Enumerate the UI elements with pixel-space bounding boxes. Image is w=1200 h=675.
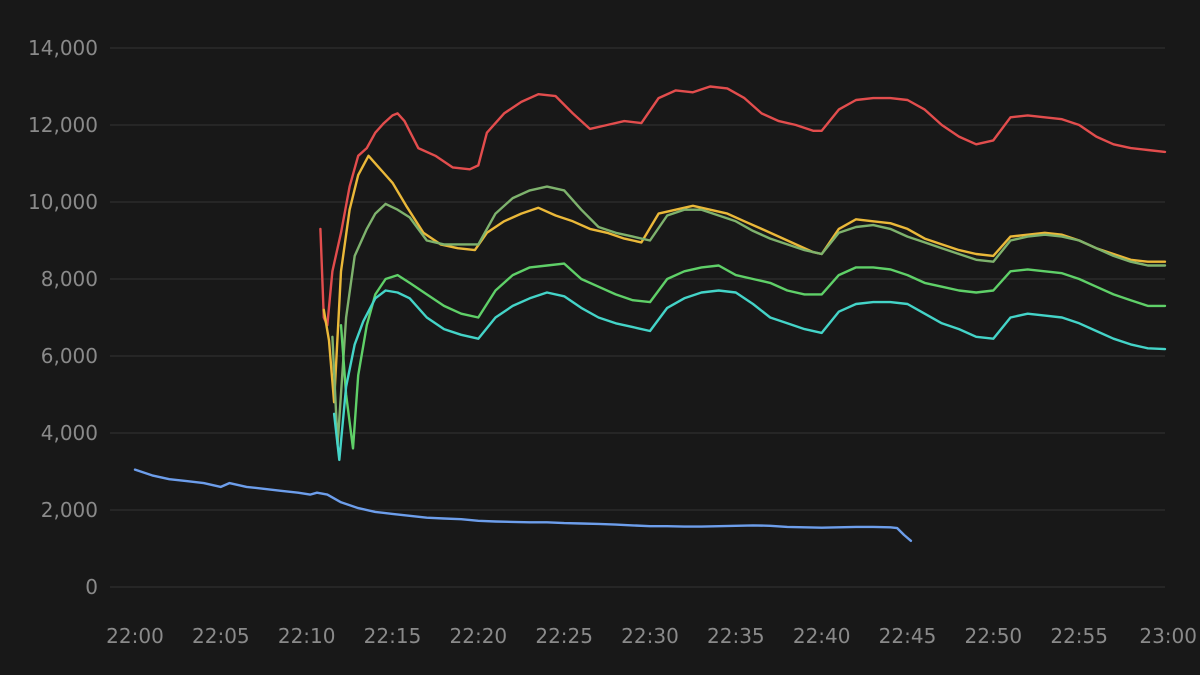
grid-lines xyxy=(110,47,1165,588)
y-tick-label: 8,000 xyxy=(41,267,98,291)
y-tick-label: 2,000 xyxy=(41,498,98,522)
y-tick-label: 4,000 xyxy=(41,421,98,445)
x-tick-label: 22:15 xyxy=(364,624,422,648)
x-tick-label: 22:00 xyxy=(106,624,164,648)
x-tick-label: 22:50 xyxy=(965,624,1023,648)
series-line-2 xyxy=(322,154,1167,404)
y-tick-label: 14,000 xyxy=(28,36,98,60)
series-line-5 xyxy=(332,289,1167,462)
x-axis-labels: 22:00 22:05 22:10 22:15 22:20 22:25 22:30 22:35… xyxy=(106,624,1197,648)
y-axis-labels: 0 2,000 4,000 6,000 8,000 10,000 12,000 14,000 xyxy=(28,36,98,599)
x-tick-label: 22:20 xyxy=(450,624,508,648)
series-line-3 xyxy=(331,185,1167,446)
x-tick-label: 22:30 xyxy=(621,624,679,648)
y-tick-label: 12,000 xyxy=(28,113,98,137)
x-tick-label: 22:55 xyxy=(1050,624,1108,648)
series-lines xyxy=(133,85,1167,542)
x-tick-label: 22:45 xyxy=(879,624,937,648)
series-line-6 xyxy=(133,468,913,542)
x-tick-label: 22:40 xyxy=(793,624,851,648)
x-tick-label: 23:00 xyxy=(1139,624,1197,648)
series-line-1 xyxy=(319,85,1167,327)
series-line-4 xyxy=(339,262,1167,450)
y-tick-label: 0 xyxy=(85,575,98,599)
x-tick-label: 22:05 xyxy=(192,624,250,648)
y-tick-label: 10,000 xyxy=(28,190,98,214)
x-tick-label: 22:10 xyxy=(278,624,336,648)
x-tick-label: 22:35 xyxy=(707,624,765,648)
x-tick-label: 22:25 xyxy=(535,624,593,648)
y-tick-label: 6,000 xyxy=(41,344,98,368)
